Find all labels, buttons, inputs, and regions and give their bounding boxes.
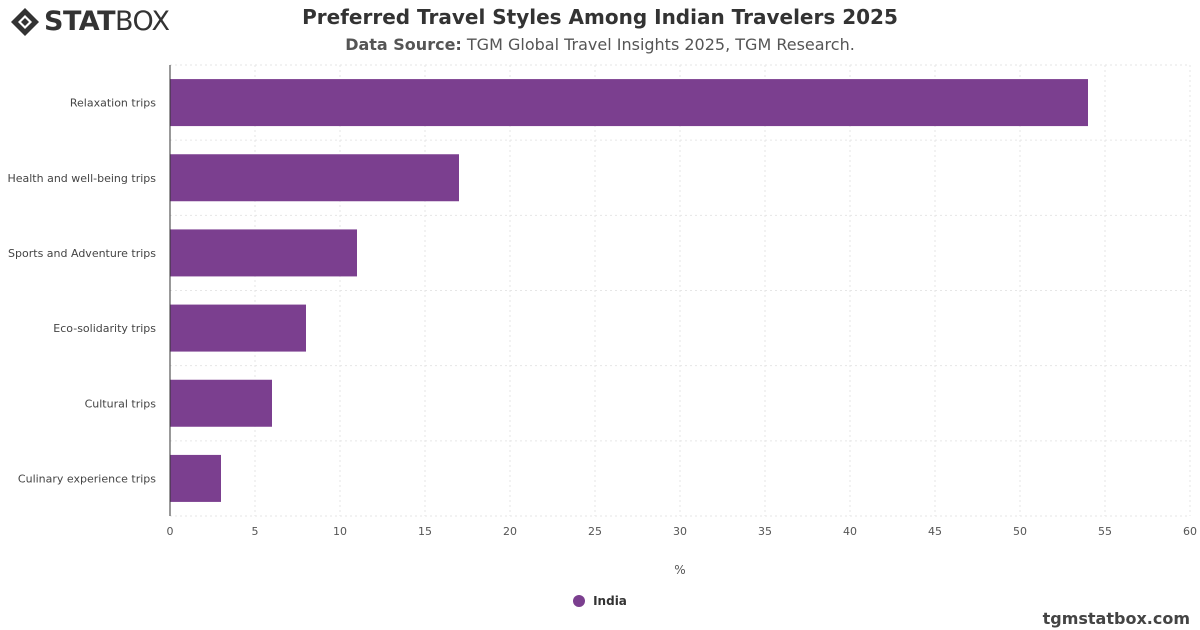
website-url[interactable]: tgmstatbox.com <box>1042 609 1190 628</box>
x-axis-label: % <box>674 563 685 577</box>
category-label: Health and well-being trips <box>7 172 156 185</box>
category-label: Relaxation trips <box>70 97 156 110</box>
legend[interactable]: India <box>0 594 1200 608</box>
legend-label-india: India <box>593 594 627 608</box>
x-tick-label: 5 <box>252 525 259 538</box>
x-tick-label: 35 <box>758 525 772 538</box>
legend-marker-india <box>573 595 586 607</box>
chart-title: Preferred Travel Styles Among Indian Tra… <box>302 5 898 29</box>
bar <box>170 79 1088 127</box>
category-label: Cultural trips <box>85 397 157 410</box>
bar <box>170 154 459 202</box>
category-label: Eco-solidarity trips <box>53 322 156 335</box>
category-label: Sports and Adventure trips <box>8 247 156 260</box>
bar <box>170 454 221 502</box>
x-tick-label: 50 <box>1013 525 1027 538</box>
x-tick-label: 40 <box>843 525 857 538</box>
bar <box>170 229 357 277</box>
logo-wordmark: STATBOX <box>44 6 170 37</box>
x-tick-label: 30 <box>673 525 687 538</box>
x-tick-label: 25 <box>588 525 602 538</box>
x-tick-label: 45 <box>928 525 942 538</box>
x-tick-label: 20 <box>503 525 517 538</box>
source-text: TGM Global Travel Insights 2025, TGM Res… <box>466 35 855 54</box>
x-tick-label: 55 <box>1098 525 1112 538</box>
chart-subtitle: Data Source: TGM Global Travel Insights … <box>0 35 1200 54</box>
x-tick-label: 15 <box>418 525 432 538</box>
statbox-diamond-icon <box>11 7 39 36</box>
x-tick-label: 0 <box>167 525 174 538</box>
source-label: Data Source: <box>345 35 462 54</box>
category-label: Culinary experience trips <box>18 472 156 485</box>
bar <box>170 304 306 352</box>
statbox-logo: STATBOX <box>10 6 170 37</box>
bar <box>170 379 272 427</box>
x-tick-label: 60 <box>1183 525 1197 538</box>
x-tick-label: 10 <box>333 525 347 538</box>
